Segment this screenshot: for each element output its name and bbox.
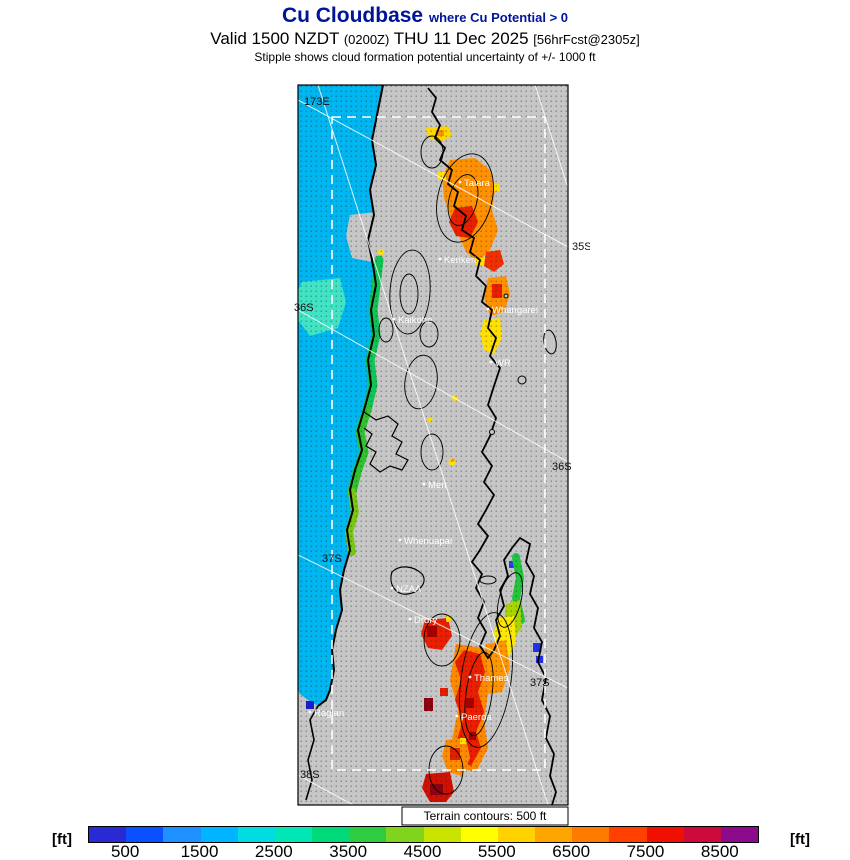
legend-ticks: 500 1500 2500 3500 4500 5500 6500 7500 8… <box>88 842 757 860</box>
legend-color-segment <box>423 827 461 842</box>
chart-title-line: Cu Cloudbase where Cu Potential > 0 <box>0 4 850 28</box>
lat-label-38s: 38S <box>300 769 320 781</box>
kaipara-harbour-outline <box>363 411 409 473</box>
legend-color-segment <box>126 827 164 842</box>
stipple-note: Stipple shows cloud formation potential … <box>254 50 596 64</box>
place-label: NZAA <box>396 584 422 595</box>
legend-color-segment <box>163 827 201 842</box>
place-label: Thames <box>474 673 509 684</box>
legend-color-segment <box>535 827 573 842</box>
legend-tick: 7500 <box>626 842 665 860</box>
place-label: Whangarei <box>492 305 538 316</box>
coastlines <box>305 85 557 805</box>
lat-label-36s-right: 36S <box>552 461 572 473</box>
island-outline <box>543 329 557 355</box>
cloudbase-legend: [ft] 500 1500 2500 3500 4500 5500 6500 7… <box>0 824 850 860</box>
valid-time-prefix: Valid 1500 NZDT <box>210 29 344 48</box>
legend-colorbar <box>88 826 759 843</box>
graticule <box>298 85 568 805</box>
legend-unit-left: [ft] <box>52 831 72 848</box>
place-label: WR <box>495 358 511 369</box>
map-body <box>298 85 568 805</box>
place-label: Meri <box>428 480 446 491</box>
lat-label-36s-left: 36S <box>294 302 314 314</box>
map-border <box>297 84 569 806</box>
place-label: Raglan <box>314 708 344 719</box>
place-labels: Taiara Kerikeri Kaikohe Whangarei WR Mer… <box>308 178 538 723</box>
lat-label-35s: 35S <box>572 241 590 253</box>
forecast-map: 173E 35S 36S 36S 37S 37S 38S Taiara Keri… <box>294 84 590 826</box>
legend-color-segment <box>609 827 647 842</box>
legend-color-segment <box>720 827 759 842</box>
lat-label-37s-right: 37S <box>530 677 550 689</box>
legend-color-segment <box>572 827 610 842</box>
legend-color-segment <box>312 827 350 842</box>
manukau-harbour-outline <box>390 566 425 595</box>
legend-color-segment <box>460 827 498 842</box>
place-label: Drury <box>414 615 437 626</box>
legend-color-segment <box>274 827 313 842</box>
legend-color-segment <box>646 827 684 842</box>
valid-date: THU 11 Dec 2025 <box>393 29 534 48</box>
legend-tick: 6500 <box>552 842 591 860</box>
model-domain-boundary <box>331 116 546 771</box>
header: Cu Cloudbase where Cu Potential > 0 Vali… <box>0 4 850 64</box>
title-qualifier: where Cu Potential > 0 <box>428 10 569 25</box>
place-label: Whenuapai <box>404 536 452 547</box>
page-title: Cu Cloudbase <box>281 4 424 27</box>
legend-tick: 1500 <box>180 842 219 860</box>
legend-color-segment <box>349 827 387 842</box>
legend-color-segment <box>200 827 238 842</box>
forecast-reference: [56hrFcst@2305z] <box>533 32 640 47</box>
graticule-labels: 173E 35S 36S 36S 37S 37S 38S <box>294 96 590 781</box>
legend-tick: 8500 <box>700 842 739 860</box>
legend-tick: 5500 <box>477 842 516 860</box>
legend-color-segment <box>237 827 275 842</box>
terrain-note-text: Terrain contours: 500 ft <box>424 809 547 823</box>
lon-label-173e: 173E <box>304 96 330 108</box>
place-label: Taiara <box>464 178 491 189</box>
place-label: Paeroa <box>461 712 492 723</box>
legend-tick: 4500 <box>403 842 442 860</box>
valid-time-line: Valid 1500 NZDT (0200Z) THU 11 Dec 2025 … <box>0 29 850 49</box>
legend-color-segment <box>497 827 536 842</box>
legend-tick: 500 <box>110 842 140 860</box>
place-label: Kaikohe <box>398 315 432 326</box>
lat-label-37s-left: 37S <box>322 553 342 565</box>
legend-color-segment <box>683 827 721 842</box>
legend-color-segment <box>89 827 127 842</box>
legend-color-segment <box>386 827 424 842</box>
legend-tick: 2500 <box>254 842 293 860</box>
legend-unit-right: [ft] <box>790 831 810 848</box>
place-label: Kerikeri <box>444 255 476 266</box>
valid-time-zulu: (0200Z) <box>343 32 390 47</box>
terrain-note-box: Terrain contours: 500 ft <box>401 806 569 826</box>
legend-tick: 3500 <box>329 842 368 860</box>
